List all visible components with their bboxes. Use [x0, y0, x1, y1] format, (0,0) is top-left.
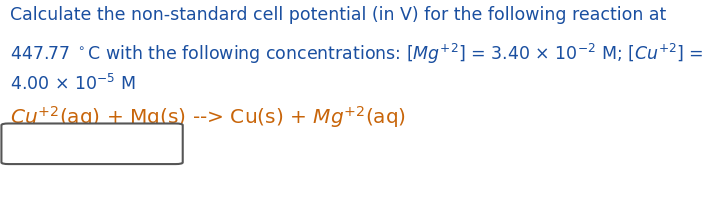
- Text: Enter an integer or decimal number, with at least 3 significant figures [more..]: Enter an integer or decimal number, with…: [9, 180, 585, 195]
- Text: 4.00 $\times$ 10$^{-5}$ M: 4.00 $\times$ 10$^{-5}$ M: [10, 73, 136, 94]
- Text: Calculate the non-standard cell potential (in V) for the following reaction at: Calculate the non-standard cell potentia…: [10, 6, 666, 24]
- FancyBboxPatch shape: [1, 123, 183, 164]
- Text: $\mathit{Cu}^{+2}$(aq) + Mg(s) --> Cu(s) + $\mathit{Mg}^{+2}$(aq): $\mathit{Cu}^{+2}$(aq) + Mg(s) --> Cu(s)…: [10, 104, 406, 129]
- Text: 447.77 $^\circ$C with the following concentrations: [$\mathit{Mg}^{+2}$] = 3.40 : 447.77 $^\circ$C with the following conc…: [10, 41, 704, 66]
